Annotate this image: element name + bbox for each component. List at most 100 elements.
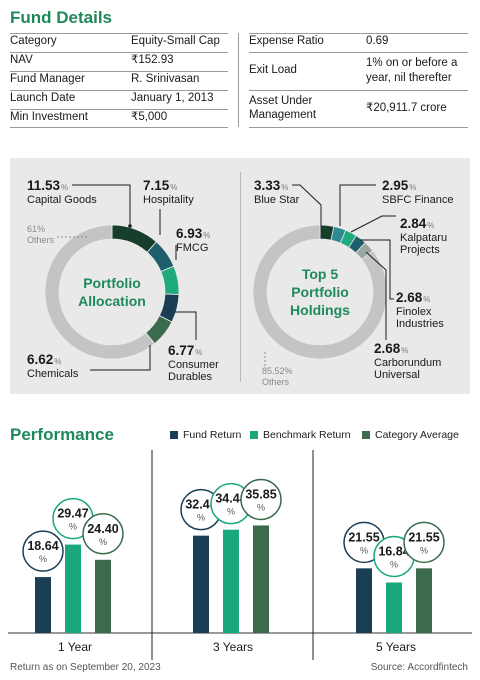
details-column-divider <box>238 33 239 127</box>
allocation-label-value-3: 6.77% <box>168 343 202 358</box>
bar-unit-2-2: % <box>420 545 428 555</box>
allocation-label-name-1: Hospitality <box>143 194 194 206</box>
detail-value: ₹5,000 <box>131 111 168 123</box>
holdings-value-number: 2.68 <box>374 341 401 356</box>
allocation-label-name-5: Others <box>27 235 55 245</box>
allocation-value-number: 6.77 <box>168 343 195 358</box>
row-divider <box>249 52 468 53</box>
holdings-center-title-line: Holdings <box>290 302 350 318</box>
holdings-leader-2 <box>350 215 396 233</box>
allocation-label-value-5: 61% <box>27 224 46 234</box>
bar-unit-2-0: % <box>360 545 368 555</box>
allocation-label-name-2: FMCG <box>176 242 209 254</box>
allocation-value-number: 6.93 <box>176 226 203 241</box>
row-divider <box>249 33 468 34</box>
bar-value-0-0: 18.64 <box>27 539 58 553</box>
bar-bubble-0-0 <box>22 530 64 572</box>
holdings-leader-0 <box>292 184 322 226</box>
holdings-value-number: 2.84 <box>400 216 427 231</box>
detail-value: 1% on or before a <box>366 57 458 69</box>
legend-label: Benchmark Return <box>263 429 351 441</box>
row-divider <box>249 127 468 128</box>
holdings-label-name-2: Kalpataru <box>400 232 448 244</box>
performance-title: Performance <box>10 425 114 444</box>
row-divider <box>10 52 228 53</box>
detail-label: Fund Manager <box>10 73 85 85</box>
bar-value-1-1: 34.44 <box>215 492 246 506</box>
detail-value: 0.69 <box>366 35 389 47</box>
detail-label: Management <box>249 109 317 121</box>
allocation-slice-5 <box>44 224 156 360</box>
category-label-2: 5 Years <box>375 640 417 654</box>
holdings-value-number: 3.33 <box>254 178 281 193</box>
allocation-label-value-0: 11.53% <box>27 178 68 193</box>
legend-swatch <box>250 431 258 439</box>
allocation-label-value-2: 6.93% <box>176 226 210 241</box>
detail-label: Expense Ratio <box>249 35 324 47</box>
panel-divider <box>240 172 241 382</box>
allocation-label-value-4: 6.62% <box>27 352 61 367</box>
bar-2-0 <box>356 568 372 633</box>
bar-2-1 <box>386 582 402 633</box>
legend-swatch <box>362 431 370 439</box>
holdings-label-name-2: Projects <box>400 244 440 256</box>
allocation-percent-sign: % <box>195 348 203 357</box>
allocation-label-value-1: 7.15% <box>143 178 177 193</box>
holdings-leader-3 <box>360 239 394 300</box>
holdings-percent-sign: % <box>427 221 435 230</box>
holdings-leader-4 <box>365 251 387 340</box>
row-divider <box>10 33 228 34</box>
bar-unit-0-0: % <box>39 554 47 564</box>
legend-item: Benchmark Return <box>250 429 351 441</box>
allocation-label-name-3: Consumer <box>168 359 219 371</box>
holdings-percent-sign: % <box>409 183 417 192</box>
allocation-leader-dot-0 <box>128 224 132 228</box>
fund-details-title: Fund Details <box>10 8 113 27</box>
row-divider <box>10 90 228 91</box>
bar-value-2-0: 21.55 <box>348 530 379 544</box>
bar-bubble-2-2 <box>403 521 445 564</box>
legend-item: Fund Return <box>170 429 241 441</box>
bar-value-1-2: 35.85 <box>245 487 276 501</box>
bar-0-0 <box>35 577 51 633</box>
bar-value-2-2: 21.55 <box>408 530 439 544</box>
detail-label: Asset Under <box>249 95 313 107</box>
allocation-label-name-0: Capital Goods <box>27 194 97 206</box>
holdings-label-name-3: Industries <box>396 318 444 330</box>
detail-value: ₹20,911.7 crore <box>366 102 447 114</box>
detail-value: year, nil therefter <box>366 72 452 84</box>
allocation-label-name-4: Chemicals <box>27 368 79 380</box>
holdings-center-title: Top 5 Portfolio Holdings <box>260 265 380 319</box>
allocation-percent-sign: % <box>170 183 178 192</box>
bar-1-0 <box>193 535 209 633</box>
holdings-label-value-5: 85.52% <box>262 366 293 376</box>
holdings-label-value-1: 2.95% <box>382 178 416 193</box>
holdings-leader-1 <box>339 184 376 226</box>
holdings-label-name-4: Carborundum <box>374 357 442 369</box>
bar-value-0-2: 24.40 <box>87 522 118 536</box>
allocation-value-number: 11.53 <box>27 178 61 193</box>
allocation-center-title-line: Portfolio <box>83 275 141 291</box>
holdings-center-title-line: Top 5 <box>301 266 339 282</box>
row-divider <box>249 90 468 91</box>
bar-unit-1-1: % <box>227 507 235 517</box>
detail-label: NAV <box>10 54 33 66</box>
bar-unit-0-2: % <box>99 537 107 547</box>
allocation-value-number: 6.62 <box>27 352 54 367</box>
detail-value: Equity-Small Cap <box>131 35 220 47</box>
holdings-value-number: 2.68 <box>396 290 423 305</box>
detail-value: R. Srinivasan <box>131 73 200 85</box>
holdings-slice-5 <box>252 224 388 360</box>
legend-label: Fund Return <box>183 429 242 441</box>
allocation-leader-4 <box>90 345 151 371</box>
holdings-label-name-0: Blue Star <box>254 194 300 206</box>
row-divider <box>10 71 228 72</box>
detail-label: Launch Date <box>10 92 76 104</box>
holdings-percent-sign: % <box>401 346 409 355</box>
bar-bubble-1-2 <box>240 478 282 521</box>
bar-0-1 <box>65 544 81 633</box>
row-divider <box>10 109 228 110</box>
holdings-value-number: 2.95 <box>382 178 409 193</box>
allocation-percent-sign: % <box>54 357 62 366</box>
